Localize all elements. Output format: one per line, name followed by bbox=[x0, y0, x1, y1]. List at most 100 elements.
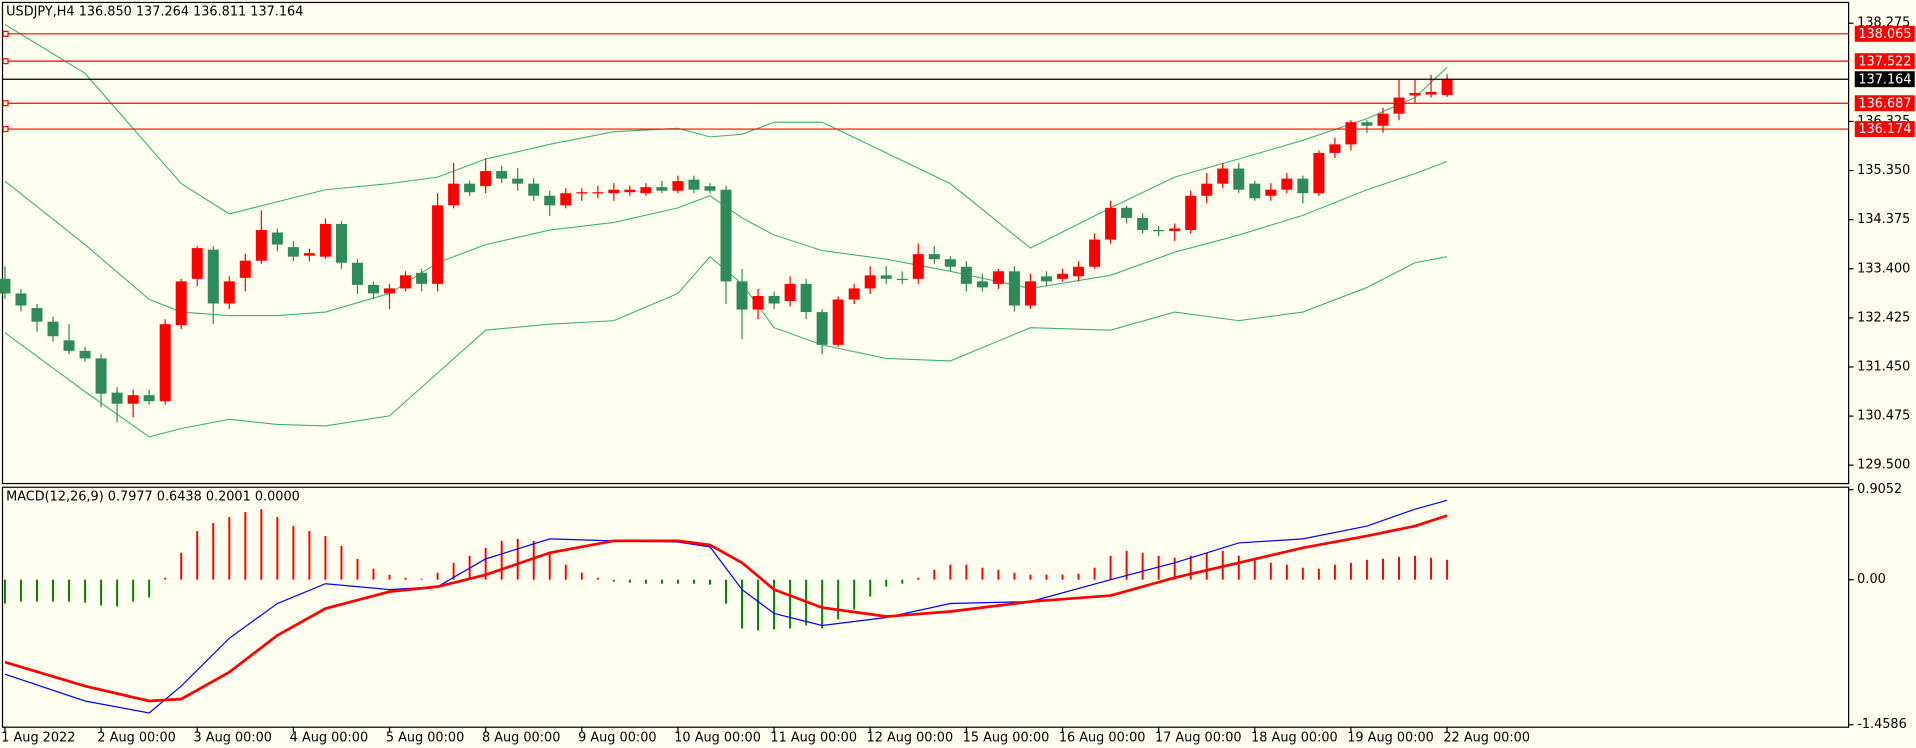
x-tick-label: 11 Aug 00:00 bbox=[770, 731, 857, 746]
candle-body bbox=[1185, 195, 1197, 230]
candle-body bbox=[1265, 189, 1277, 196]
y-tick-label: 0.00 bbox=[1857, 572, 1886, 587]
y-tick-label: 0.9052 bbox=[1857, 482, 1902, 497]
bollinger-band bbox=[4, 255, 1448, 438]
candle-body bbox=[672, 181, 684, 191]
candle-body bbox=[0, 278, 11, 294]
x-tick-label: 12 Aug 00:00 bbox=[867, 731, 954, 746]
candle-body bbox=[271, 232, 283, 245]
candle-body bbox=[47, 321, 59, 337]
candle-body bbox=[1441, 79, 1453, 96]
level-handle bbox=[2, 100, 9, 107]
candle-body bbox=[480, 171, 492, 187]
title-bg bbox=[3, 3, 296, 21]
macd-line bbox=[4, 499, 1448, 714]
candle-body bbox=[191, 248, 203, 279]
x-tick-label: 16 Aug 00:00 bbox=[1059, 731, 1146, 746]
plot-layer: 138.275136.325135.350134.375133.400132.4… bbox=[0, 16, 1915, 746]
candle-body bbox=[960, 266, 972, 284]
level-label: 136.687 bbox=[1858, 96, 1911, 111]
candle-body bbox=[384, 288, 396, 294]
candle-body bbox=[720, 189, 732, 282]
candle-body bbox=[239, 260, 251, 278]
candle-body bbox=[207, 249, 219, 304]
x-tick-label: 1 Aug 2022 bbox=[1, 731, 75, 746]
candle-body bbox=[736, 281, 748, 310]
level-label-bg bbox=[1854, 121, 1915, 138]
candle-body bbox=[800, 283, 812, 313]
candle-body bbox=[1137, 217, 1149, 230]
level-label: 136.174 bbox=[1858, 122, 1911, 137]
x-tick-label: 15 Aug 00:00 bbox=[963, 731, 1050, 746]
candle-body bbox=[896, 278, 908, 281]
candle-body bbox=[976, 281, 988, 288]
candle-body bbox=[1329, 144, 1341, 153]
candle-body bbox=[175, 281, 187, 326]
candle-body bbox=[752, 295, 764, 310]
bollinger-band bbox=[4, 160, 1448, 317]
level-handle bbox=[2, 126, 9, 133]
candle-body bbox=[319, 223, 331, 257]
candle-body bbox=[432, 205, 444, 284]
candle-body bbox=[1361, 122, 1373, 126]
candle-body bbox=[1217, 168, 1229, 184]
y-tick-label: 131.450 bbox=[1857, 359, 1910, 374]
candle-body bbox=[992, 271, 1004, 284]
x-tick-label: 8 Aug 00:00 bbox=[482, 731, 560, 746]
candle-body bbox=[448, 183, 460, 206]
y-tick-label: -1.4586 bbox=[1857, 717, 1907, 732]
x-tick-label: 19 Aug 00:00 bbox=[1347, 731, 1434, 746]
price-panel bbox=[1, 1, 1850, 485]
candle-body bbox=[63, 340, 75, 351]
candle-body bbox=[528, 183, 540, 196]
candle-body bbox=[880, 275, 892, 279]
candle-body bbox=[367, 284, 379, 294]
level-label-bg bbox=[1854, 53, 1915, 70]
candle-body bbox=[416, 272, 428, 284]
candle-body bbox=[864, 275, 876, 289]
candle-body bbox=[592, 192, 604, 194]
candle-body bbox=[768, 295, 780, 304]
candle-body bbox=[1024, 281, 1036, 306]
macd-line bbox=[4, 514, 1448, 703]
candle-body bbox=[544, 195, 556, 206]
level-label-bg bbox=[1854, 71, 1915, 88]
candle-body bbox=[303, 253, 315, 256]
level-handle bbox=[2, 30, 9, 37]
candle-body bbox=[351, 262, 363, 285]
level-label-bg bbox=[1854, 95, 1915, 112]
candle-body bbox=[576, 192, 588, 194]
macd-title: MACD(12,26,9) 0.7977 0.6438 0.2001 0.000… bbox=[6, 490, 300, 505]
macd-panel bbox=[1, 486, 1850, 728]
level-label: 137.164 bbox=[1858, 72, 1911, 87]
candle-body bbox=[1297, 178, 1309, 194]
candle-body bbox=[688, 179, 700, 190]
chart-title: USDJPY,H4 136.850 137.264 136.811 137.16… bbox=[6, 5, 303, 20]
candle-body bbox=[31, 308, 43, 322]
candle-body bbox=[1105, 207, 1117, 240]
candle-body bbox=[1233, 168, 1245, 190]
candle-body bbox=[1345, 122, 1357, 145]
candle-body bbox=[15, 293, 27, 306]
candle-body bbox=[223, 281, 235, 304]
candle-body bbox=[704, 186, 716, 191]
candle-body bbox=[1008, 271, 1020, 306]
candle-body bbox=[111, 392, 123, 404]
candle-body bbox=[624, 189, 636, 193]
candle-body bbox=[1153, 229, 1165, 232]
y-tick-label: 129.500 bbox=[1857, 458, 1910, 473]
candle-body bbox=[1409, 93, 1421, 96]
candle-body bbox=[95, 358, 107, 394]
candle-body bbox=[512, 178, 524, 184]
candle-body bbox=[1281, 178, 1293, 190]
level-handle bbox=[2, 58, 9, 65]
candle-body bbox=[1121, 207, 1133, 218]
candle-body bbox=[640, 187, 652, 194]
x-tick-label: 10 Aug 00:00 bbox=[674, 731, 761, 746]
x-tick-label: 17 Aug 00:00 bbox=[1155, 731, 1242, 746]
candle-body bbox=[784, 283, 796, 302]
y-tick-label: 133.400 bbox=[1857, 261, 1910, 276]
candle-body bbox=[1073, 266, 1085, 277]
y-tick-label: 134.375 bbox=[1857, 212, 1910, 227]
x-tick-label: 5 Aug 00:00 bbox=[386, 731, 464, 746]
